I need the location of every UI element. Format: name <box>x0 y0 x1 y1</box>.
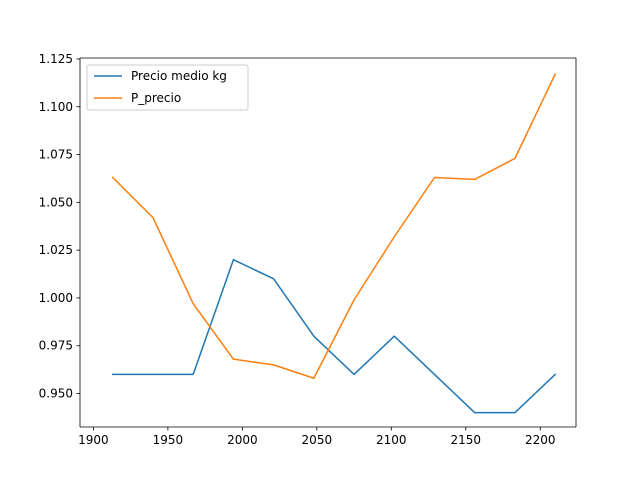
x-tick-label: 1950 <box>153 433 184 447</box>
y-tick-label: 0.950 <box>39 387 73 401</box>
x-tick-label: 2050 <box>302 433 333 447</box>
legend-box <box>86 64 249 111</box>
series-line-1 <box>111 73 557 379</box>
legend-label-precio-medio-kg: Precio medio kg <box>131 69 227 83</box>
x-axis: 1900 1950 2000 2050 2100 2150 2200 <box>78 427 556 447</box>
x-tick-label: 2150 <box>451 433 482 447</box>
axes-frame <box>79 57 577 428</box>
legend-label-p-precio: P_precio <box>131 91 181 105</box>
x-tick-label: 2000 <box>227 433 258 447</box>
y-tick-label: 1.025 <box>39 243 73 257</box>
series-line-0 <box>112 258 557 414</box>
x-tick-label: 2100 <box>376 433 407 447</box>
y-tick-label: 1.125 <box>39 52 73 66</box>
legend: Precio medio kg P_precio <box>86 64 249 111</box>
y-tick-label: 1.050 <box>39 195 73 209</box>
y-tick-label: 1.100 <box>39 100 73 114</box>
x-tick-label: 1900 <box>78 433 109 447</box>
y-axis: 0.950 0.975 1.000 1.025 1.050 1.075 1.100 1.125 <box>39 52 80 401</box>
x-tick-label: 2200 <box>525 433 556 447</box>
plot-area <box>80 58 576 427</box>
y-tick-label: 1.075 <box>39 148 73 162</box>
y-tick-label: 0.975 <box>39 339 73 353</box>
y-tick-label: 1.000 <box>39 291 73 305</box>
series-layer <box>111 73 557 414</box>
